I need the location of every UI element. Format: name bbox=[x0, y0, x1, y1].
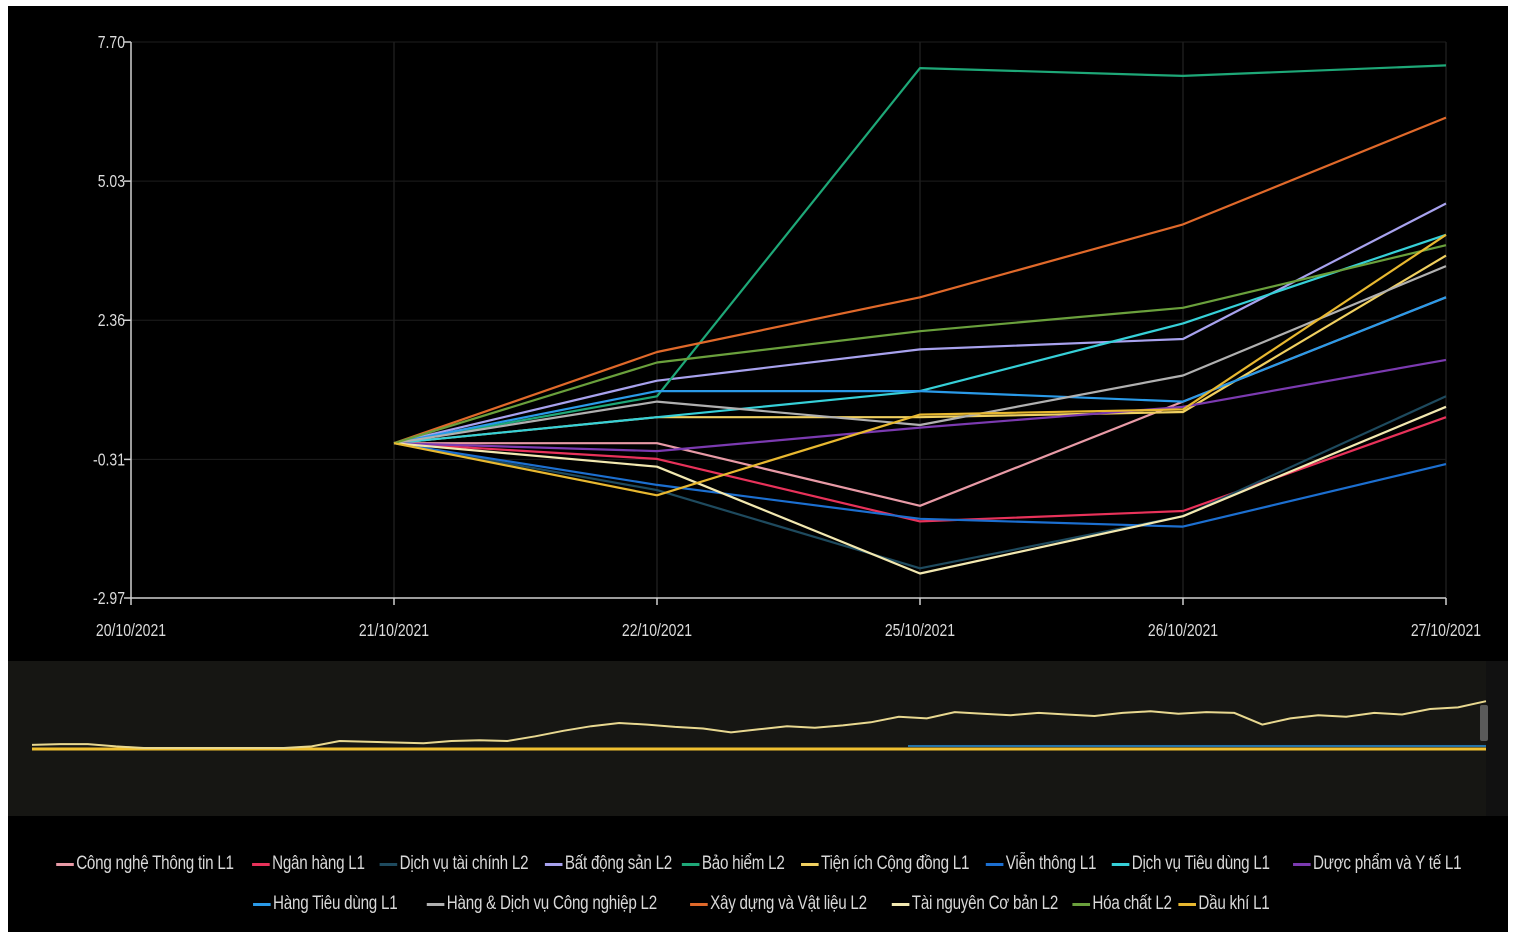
legend-item[interactable]: Dầu khí L1 bbox=[1178, 893, 1269, 915]
legend-swatch bbox=[379, 862, 397, 866]
legend-swatch bbox=[1292, 862, 1311, 866]
y-tick-label: -2.97 bbox=[93, 588, 125, 608]
legend-label: Tiện ích Cộng đồng L1 bbox=[820, 853, 970, 874]
x-axis-ticks: 20/10/2021 21/10/2021 22/10/2021 25/10/2021… bbox=[96, 598, 1481, 640]
navigator-selection[interactable] bbox=[8, 661, 1486, 816]
navigator-handle-right[interactable] bbox=[1480, 705, 1488, 741]
range-navigator[interactable] bbox=[8, 661, 1508, 816]
legend-label: Dịch vụ tài chính L2 bbox=[399, 853, 528, 874]
series-line-10[interactable] bbox=[393, 265, 1447, 445]
legend-item[interactable]: Hàng Tiêu dùng L1 bbox=[253, 893, 398, 915]
series-line-4[interactable] bbox=[393, 64, 1447, 445]
series-lines bbox=[393, 64, 1447, 575]
legend-item[interactable]: Bất động sản L2 bbox=[544, 853, 672, 875]
legend-item[interactable]: Ngân hàng L1 bbox=[252, 853, 365, 875]
legend-label: Bất động sản L2 bbox=[564, 853, 672, 874]
legend-swatch bbox=[544, 862, 563, 866]
y-axis-ticks: 7.70 5.03 2.36 -0.31 -2.97 bbox=[93, 32, 131, 608]
series-line-12[interactable] bbox=[393, 405, 1447, 575]
legend-label: Hàng & Dịch vụ Công nghiệp L2 bbox=[446, 893, 657, 914]
legend-swatch bbox=[689, 902, 708, 906]
legend-label: Hàng Tiêu dùng L1 bbox=[273, 893, 398, 914]
x-tick-label: 21/10/2021 bbox=[359, 620, 429, 640]
legend-label: Dầu khí L1 bbox=[1198, 893, 1270, 914]
x-tick-label: 25/10/2021 bbox=[885, 620, 955, 640]
legend-swatch bbox=[1178, 902, 1196, 906]
series-line-8[interactable] bbox=[393, 358, 1447, 453]
y-tick-label: 7.70 bbox=[98, 32, 125, 52]
series-line-11[interactable] bbox=[393, 116, 1447, 445]
series-line-14[interactable] bbox=[393, 233, 1447, 497]
y-tick-label: 5.03 bbox=[98, 172, 125, 192]
legend-item[interactable]: Công nghệ Thông tin L1 bbox=[56, 853, 234, 875]
legend-swatch bbox=[800, 862, 819, 866]
legend-row: Công nghệ Thông tin L1 Ngân hàng L1 Dịch v… bbox=[8, 844, 1508, 884]
legend-label: Dịch vụ Tiêu dùng L1 bbox=[1131, 853, 1270, 874]
x-tick-label: 26/10/2021 bbox=[1148, 620, 1218, 640]
legend-label: Dược phẩm và Y tế L1 bbox=[1312, 853, 1462, 874]
y-tick-label: -0.31 bbox=[93, 450, 125, 470]
legend-swatch bbox=[682, 862, 700, 866]
legend-label: Hóa chất L2 bbox=[1092, 893, 1173, 914]
legend-swatch bbox=[426, 902, 445, 906]
legend: Công nghệ Thông tin L1 Ngân hàng L1 Dịch v… bbox=[8, 844, 1508, 924]
legend-label: Tài nguyên Cơ bản L2 bbox=[911, 893, 1058, 914]
legend-swatch bbox=[1111, 862, 1130, 866]
x-tick-label: 20/10/2021 bbox=[96, 620, 166, 640]
legend-swatch bbox=[252, 862, 270, 866]
legend-item[interactable]: Hàng & Dịch vụ Công nghiệp L2 bbox=[426, 893, 657, 915]
legend-label: Viễn thông L1 bbox=[1005, 853, 1097, 874]
x-tick-label: 27/10/2021 bbox=[1411, 620, 1481, 640]
y-tick-label: 2.36 bbox=[98, 311, 125, 331]
legend-swatch bbox=[56, 862, 74, 866]
series-line-6[interactable] bbox=[393, 442, 1447, 528]
legend-row: Hàng Tiêu dùng L1 Hàng & Dịch vụ Công ngh… bbox=[8, 884, 1508, 924]
legend-item[interactable]: Dịch vụ Tiêu dùng L1 bbox=[1111, 853, 1270, 875]
legend-label: Công nghệ Thông tin L1 bbox=[76, 853, 234, 874]
grid-lines bbox=[131, 41, 1447, 599]
legend-item[interactable]: Xây dựng và Vật liệu L2 bbox=[689, 893, 867, 915]
series-line-2[interactable] bbox=[393, 395, 1447, 570]
legend-swatch bbox=[985, 862, 1004, 866]
legend-label: Xây dựng và Vật liệu L2 bbox=[709, 893, 867, 914]
legend-swatch bbox=[1072, 902, 1091, 906]
x-tick-label: 22/10/2021 bbox=[622, 620, 692, 640]
legend-item[interactable]: Dịch vụ tài chính L2 bbox=[379, 853, 528, 875]
legend-item[interactable]: Viễn thông L1 bbox=[985, 853, 1097, 875]
legend-swatch bbox=[891, 902, 910, 906]
legend-item[interactable]: Bảo hiểm L2 bbox=[682, 853, 785, 875]
chart-frame: 7.70 5.03 2.36 -0.31 -2.97 20/10/2021 21/10/2… bbox=[8, 6, 1508, 932]
series-line-13[interactable] bbox=[393, 244, 1447, 445]
legend-item[interactable]: Dược phẩm và Y tế L1 bbox=[1292, 853, 1462, 875]
legend-item[interactable]: Tài nguyên Cơ bản L2 bbox=[891, 893, 1058, 915]
navigator-series-line bbox=[31, 700, 1487, 749]
legend-item[interactable]: Tiện ích Cộng đồng L1 bbox=[800, 853, 970, 875]
main-line-chart: 7.70 5.03 2.36 -0.31 -2.97 20/10/2021 21/10/2… bbox=[93, 32, 1481, 640]
series-line-9[interactable] bbox=[393, 296, 1447, 445]
navigator-series bbox=[31, 700, 1487, 751]
legend-item[interactable]: Hóa chất L2 bbox=[1072, 893, 1173, 915]
legend-swatch bbox=[253, 902, 272, 906]
legend-label: Bảo hiểm L2 bbox=[702, 853, 786, 874]
legend-label: Ngân hàng L1 bbox=[272, 853, 365, 874]
